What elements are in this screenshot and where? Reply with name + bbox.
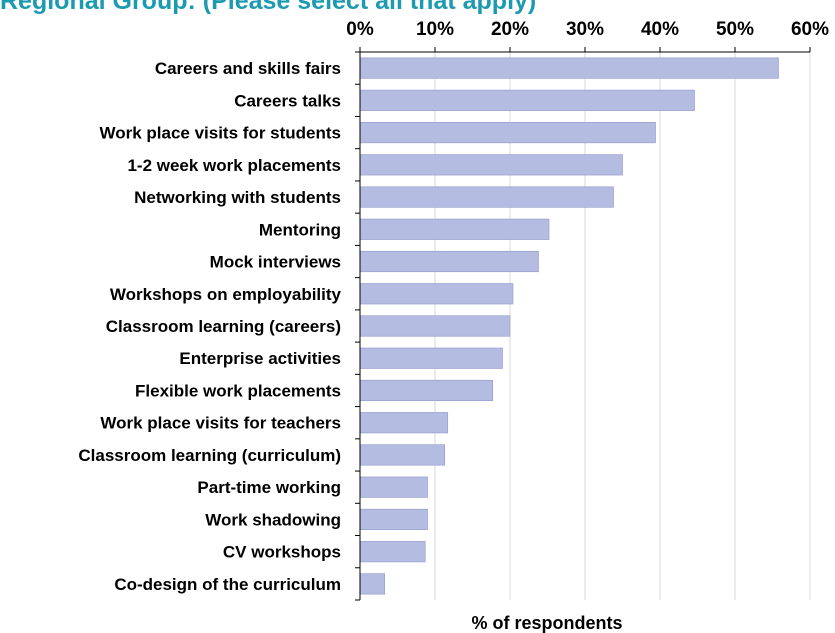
category-label: Mentoring (259, 220, 341, 239)
x-tick-label: 60% (791, 19, 829, 40)
bar (359, 347, 503, 369)
category-label: Careers talks (234, 91, 341, 110)
bars (359, 57, 779, 595)
category-label: Mock interviews (210, 253, 341, 272)
bar (359, 573, 386, 595)
bar (359, 444, 446, 466)
bar (359, 379, 494, 402)
bar (359, 412, 449, 434)
category-label: Flexible work placements (135, 381, 341, 400)
x-axis-title: % of respondents (471, 613, 622, 633)
x-tick-labels: 0% 10% 20% 30% 40% 50% 60% (346, 19, 829, 40)
category-label: Work place visits for students (99, 124, 341, 143)
category-label: Workshops on employability (110, 285, 342, 304)
bar (359, 541, 426, 563)
category-labels: Careers and skills fairs Careers talks Wor… (78, 59, 341, 594)
category-label: Classroom learning (careers) (106, 317, 341, 336)
bar (359, 476, 428, 498)
bar (359, 89, 695, 111)
category-label: Part-time working (197, 478, 341, 497)
x-tick-label: 40% (641, 19, 679, 40)
bar (359, 508, 428, 530)
x-tick-label: 50% (716, 19, 754, 40)
x-tick-label: 30% (566, 19, 604, 40)
bar (359, 154, 623, 176)
x-tick-label: 20% (491, 19, 529, 40)
category-label: Work place visits for teachers (100, 414, 341, 433)
bar (359, 186, 614, 208)
category-label: Careers and skills fairs (155, 59, 341, 78)
bar (359, 283, 514, 305)
x-tick-label: 10% (416, 19, 454, 40)
bar (359, 57, 779, 79)
category-label: Networking with students (134, 188, 341, 207)
bar (359, 218, 550, 240)
category-label: 1-2 week work placements (127, 156, 341, 175)
bar (359, 122, 656, 144)
category-label: Work shadowing (205, 510, 341, 529)
category-label: Co-design of the curriculum (114, 575, 341, 594)
x-tick-label: 0% (346, 19, 374, 40)
chart-title: Regional Group: (Please select all that … (0, 0, 537, 15)
bar (359, 315, 511, 337)
axes (355, 47, 811, 601)
bar (359, 250, 539, 273)
category-label: Classroom learning (curriculum) (78, 446, 341, 465)
category-label: Enterprise activities (179, 349, 341, 368)
category-label: CV workshops (223, 543, 341, 562)
